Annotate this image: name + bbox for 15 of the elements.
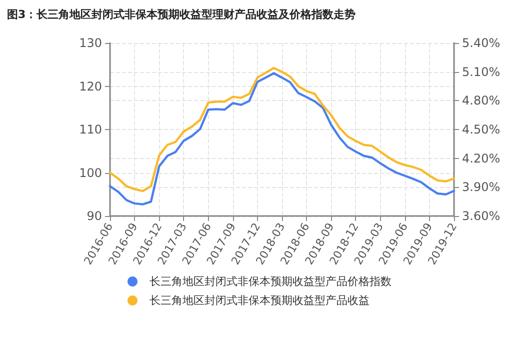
legend-label: 长三角地区封闭式非保本预期收益型产品收益 [150,294,370,307]
y2-tick-label: 4.50% [462,122,500,136]
y-tick-label: 130 [79,36,102,50]
y2-tick-label: 4.20% [462,151,500,166]
y2-tick-label: 5.40% [462,36,500,50]
y-tick-label: 90 [86,209,102,223]
y2-tick-label: 3.60% [462,209,500,223]
y-tick-label: 120 [79,79,102,94]
y-tick-label: 100 [79,166,102,180]
y2-tick-label: 4.80% [462,94,500,108]
legend-label: 长三角地区封闭式非保本预期收益型产品价格指数 [150,275,392,288]
y-tick-label: 110 [79,122,102,136]
chart-title: 图3：长三角地区封闭式非保本预期收益型理财产品收益及价格指数走势 [7,8,356,21]
y2-tick-label: 5.10% [462,64,500,79]
y2-tick-label: 3.90% [462,180,500,194]
